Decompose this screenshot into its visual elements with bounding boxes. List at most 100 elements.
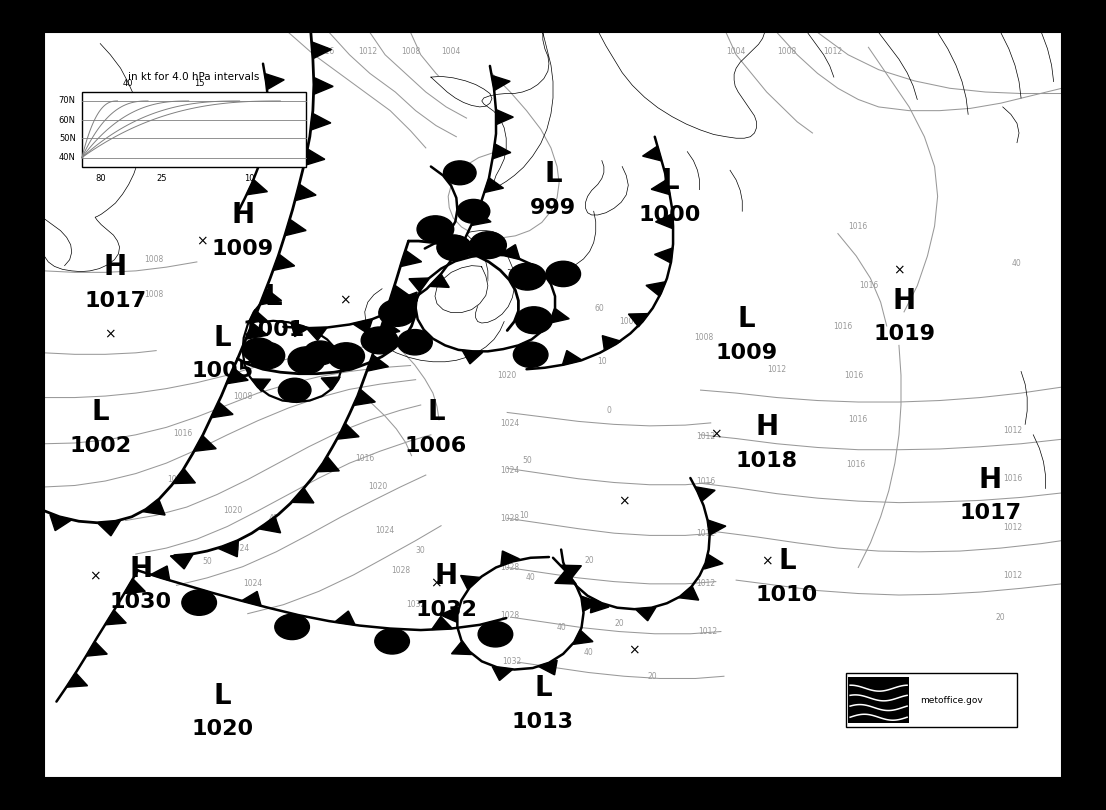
Circle shape xyxy=(181,590,217,616)
Text: 1004: 1004 xyxy=(441,46,461,56)
Text: 1016: 1016 xyxy=(845,371,864,380)
Polygon shape xyxy=(353,319,373,334)
Text: 1016: 1016 xyxy=(315,46,335,56)
Text: 1024: 1024 xyxy=(167,475,186,484)
Text: 50: 50 xyxy=(523,456,532,466)
Text: 1020: 1020 xyxy=(222,506,242,515)
FancyBboxPatch shape xyxy=(82,92,305,167)
Polygon shape xyxy=(312,42,332,59)
Text: in kt for 4.0 hPa intervals: in kt for 4.0 hPa intervals xyxy=(128,71,260,82)
Polygon shape xyxy=(495,109,513,125)
Polygon shape xyxy=(97,521,121,536)
Polygon shape xyxy=(291,323,310,337)
Polygon shape xyxy=(337,424,359,439)
Polygon shape xyxy=(194,436,216,451)
Polygon shape xyxy=(284,220,306,236)
Circle shape xyxy=(513,342,547,368)
Polygon shape xyxy=(124,579,145,594)
Text: 60N: 60N xyxy=(59,116,76,125)
Text: 1002: 1002 xyxy=(70,436,132,456)
Text: H: H xyxy=(104,254,127,281)
Circle shape xyxy=(274,614,310,640)
Text: H: H xyxy=(231,201,254,229)
Text: L: L xyxy=(661,168,679,195)
Text: 40: 40 xyxy=(584,648,594,657)
Text: H: H xyxy=(979,466,1002,493)
Circle shape xyxy=(279,378,311,402)
Text: 15: 15 xyxy=(194,79,205,88)
Text: 1032: 1032 xyxy=(415,600,477,620)
Text: 1016: 1016 xyxy=(848,416,868,424)
Text: 1017: 1017 xyxy=(960,503,1022,523)
Text: 0: 0 xyxy=(606,407,612,416)
Circle shape xyxy=(288,347,325,373)
Polygon shape xyxy=(603,335,620,350)
Polygon shape xyxy=(260,145,281,160)
Polygon shape xyxy=(409,278,429,292)
Text: 1008: 1008 xyxy=(145,290,164,299)
Polygon shape xyxy=(435,266,488,313)
Text: 1020: 1020 xyxy=(498,371,517,380)
Polygon shape xyxy=(492,143,511,159)
Text: 1028: 1028 xyxy=(501,563,520,572)
Text: 1016: 1016 xyxy=(833,322,853,331)
Polygon shape xyxy=(550,309,570,323)
Polygon shape xyxy=(143,499,165,515)
Circle shape xyxy=(304,341,336,364)
Polygon shape xyxy=(431,76,492,107)
Polygon shape xyxy=(313,78,333,95)
Circle shape xyxy=(444,161,476,185)
Polygon shape xyxy=(295,184,316,201)
Polygon shape xyxy=(173,469,196,484)
Text: 1024: 1024 xyxy=(230,544,249,552)
Polygon shape xyxy=(440,608,458,622)
Text: 1012: 1012 xyxy=(1003,571,1022,580)
Circle shape xyxy=(478,621,513,647)
Circle shape xyxy=(248,342,284,369)
Polygon shape xyxy=(291,488,314,503)
Polygon shape xyxy=(646,282,666,296)
Text: 1012: 1012 xyxy=(823,46,843,56)
Text: 1012: 1012 xyxy=(696,578,716,587)
Text: 1001: 1001 xyxy=(242,321,304,340)
Circle shape xyxy=(437,235,471,261)
Polygon shape xyxy=(573,630,593,645)
Text: 1008: 1008 xyxy=(693,334,713,343)
Text: 50N: 50N xyxy=(59,134,76,143)
Polygon shape xyxy=(259,517,281,533)
Text: 30: 30 xyxy=(416,546,426,555)
Text: ×: × xyxy=(710,428,721,441)
Polygon shape xyxy=(656,214,674,229)
Text: 10: 10 xyxy=(528,357,538,366)
Text: L: L xyxy=(264,283,282,311)
Polygon shape xyxy=(655,248,672,263)
Text: 1032: 1032 xyxy=(406,600,426,609)
Polygon shape xyxy=(378,320,400,336)
Polygon shape xyxy=(218,540,239,556)
Polygon shape xyxy=(468,231,514,323)
Text: 1008: 1008 xyxy=(400,46,420,56)
Polygon shape xyxy=(335,611,355,625)
Polygon shape xyxy=(400,250,421,266)
Polygon shape xyxy=(484,177,503,193)
Text: ×: × xyxy=(628,644,640,658)
Polygon shape xyxy=(241,591,261,606)
Polygon shape xyxy=(50,514,72,531)
Polygon shape xyxy=(651,180,670,194)
Polygon shape xyxy=(591,598,609,613)
Polygon shape xyxy=(227,368,248,384)
Text: 10: 10 xyxy=(597,357,607,366)
Polygon shape xyxy=(246,323,268,339)
Text: 40: 40 xyxy=(556,623,566,632)
Text: 10: 10 xyxy=(520,511,530,520)
Circle shape xyxy=(375,629,409,654)
Text: 10: 10 xyxy=(244,174,255,183)
Circle shape xyxy=(242,338,275,362)
Circle shape xyxy=(457,199,490,224)
Polygon shape xyxy=(451,641,471,654)
Text: 1020: 1020 xyxy=(368,483,387,492)
Polygon shape xyxy=(635,608,656,620)
Polygon shape xyxy=(389,285,410,301)
Polygon shape xyxy=(66,672,87,687)
Text: ×: × xyxy=(894,264,905,278)
